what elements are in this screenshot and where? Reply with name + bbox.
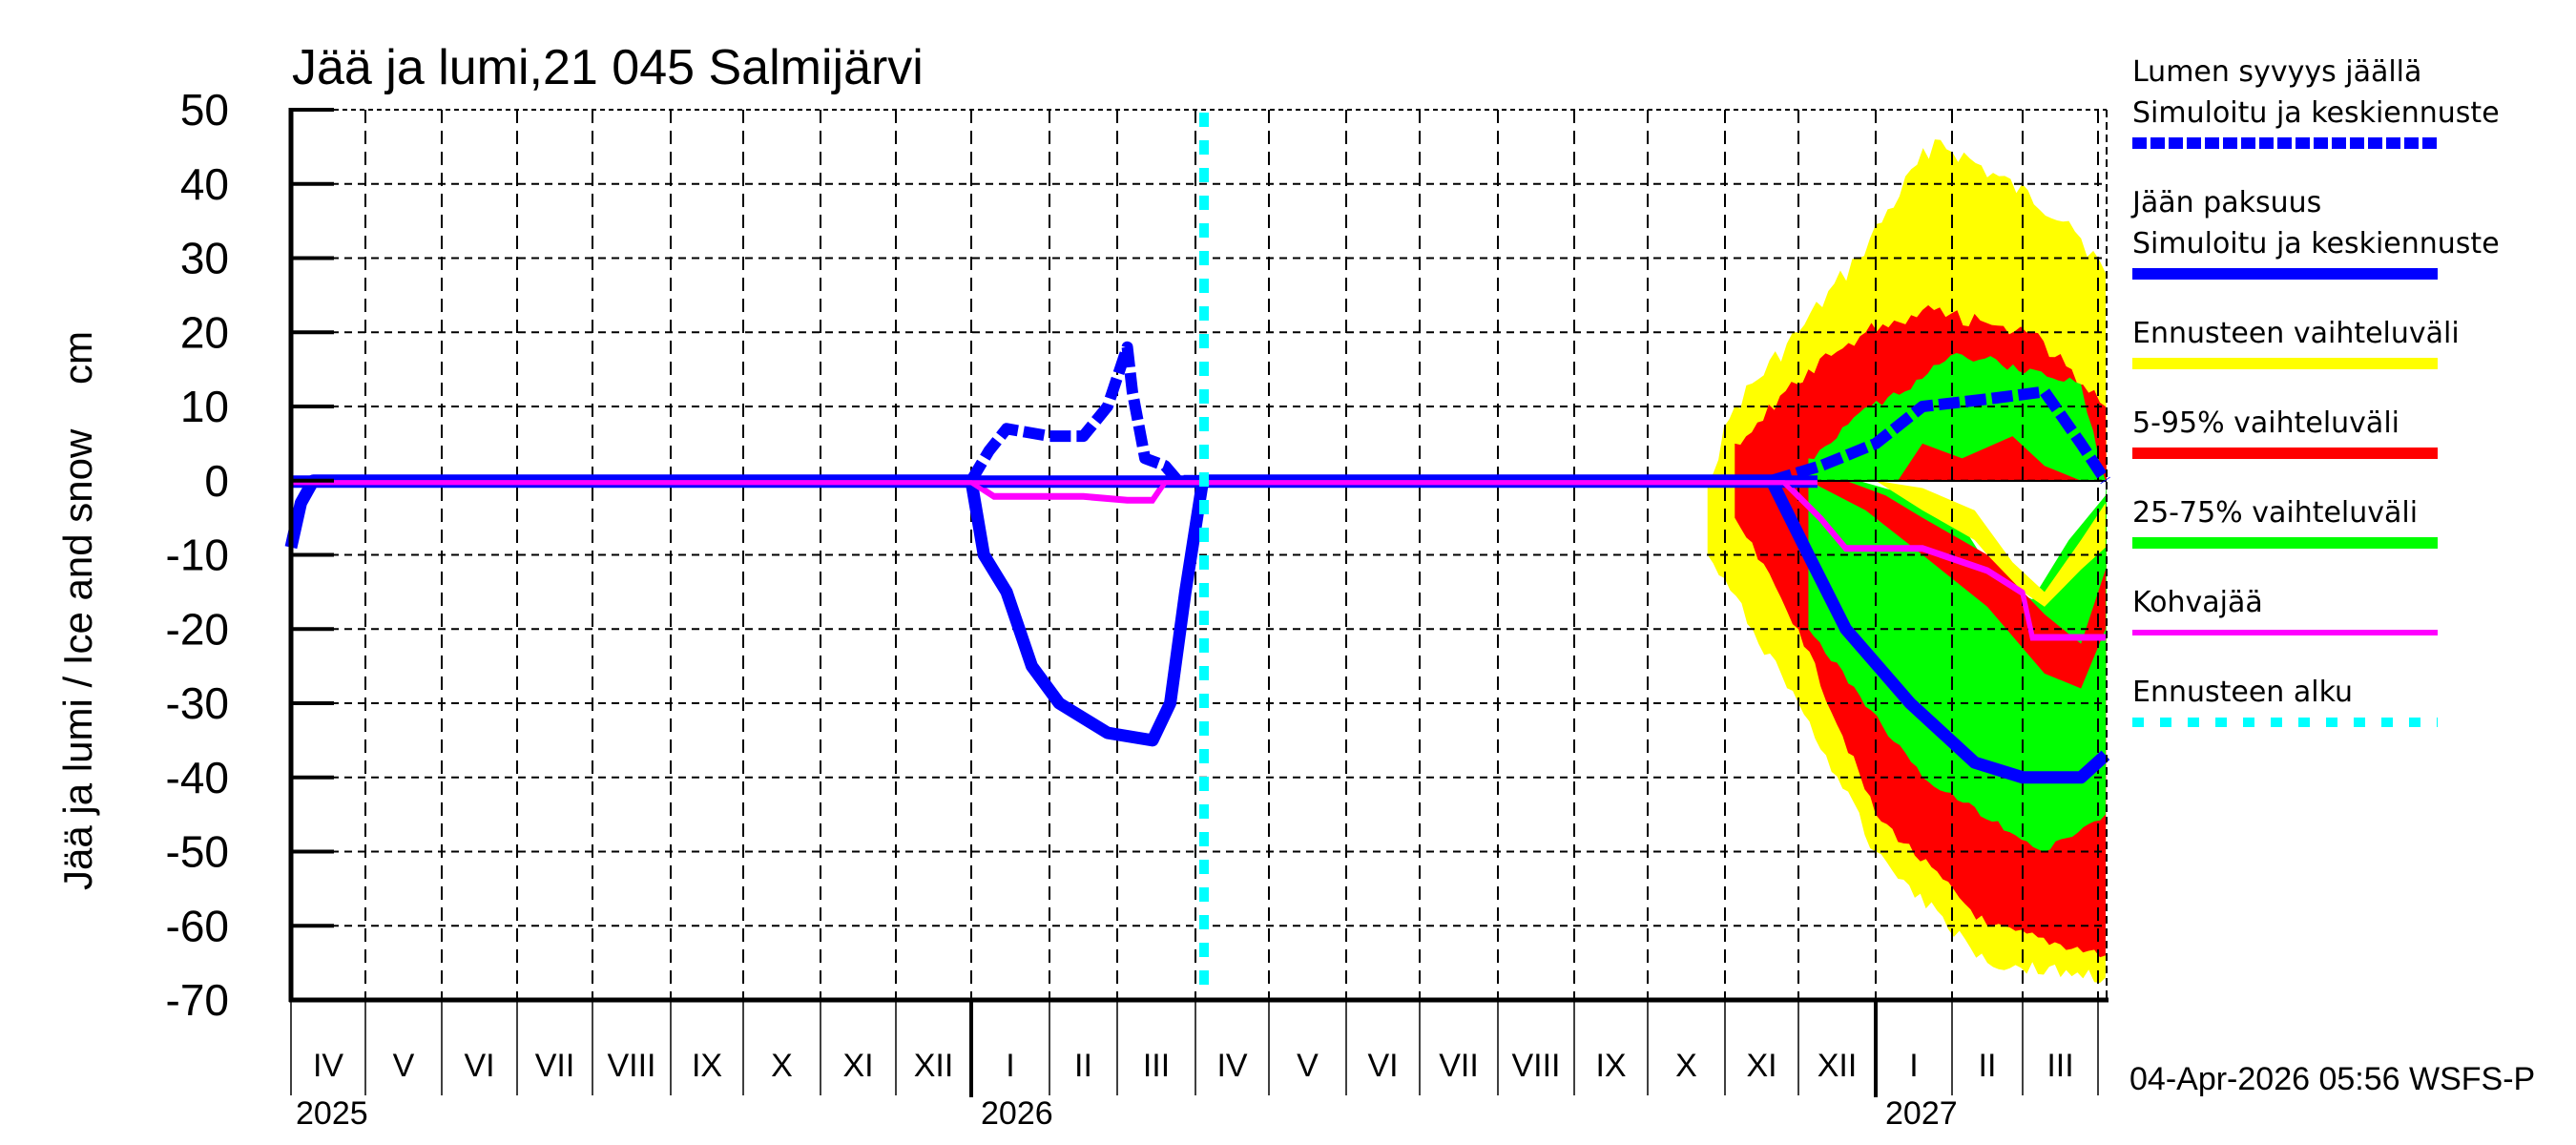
y-tick-label: -30 — [166, 678, 229, 728]
y-tick-label: -70 — [166, 975, 229, 1025]
band-yellow-inner — [1876, 480, 2106, 607]
kohvajaa-line-top — [291, 480, 2106, 641]
month-label: VII — [535, 1048, 575, 1084]
month-label: III — [1143, 1048, 1170, 1084]
legend-item: Kohvajää — [2132, 586, 2438, 635]
legend-sublabel: Simuloitu ja keskiennuste — [2132, 227, 2500, 260]
y-tick-label: 30 — [180, 234, 229, 283]
year-label: 2027 — [1885, 1095, 1958, 1132]
snow-depth-line — [966, 341, 2110, 487]
y-tick-label: -50 — [166, 827, 229, 877]
legend-label: Ennusteen alku — [2132, 676, 2353, 709]
y-tick-label: 10 — [180, 382, 229, 431]
month-label: IX — [692, 1048, 722, 1084]
month-label: II — [1074, 1048, 1092, 1084]
legend-label: 25-75% vaihteluväli — [2132, 496, 2418, 530]
month-label: VI — [1367, 1048, 1398, 1084]
data-series — [284, 341, 2110, 784]
month-label: V — [1297, 1048, 1319, 1084]
legend-item: 25-75% vaihteluväli — [2132, 496, 2438, 549]
y-axis-label: Jää ja lumi / Ice and snow cm — [55, 331, 100, 890]
legend-item: Ennusteen vaihteluväli — [2132, 317, 2460, 369]
year-label: 2026 — [981, 1095, 1053, 1132]
legend-label: Jään paksuus — [2130, 186, 2321, 219]
month-label: XI — [842, 1048, 873, 1084]
y-ticks: 50 40 30 20 10 0 -10 -20 -30 -40 -50 -60 -70 — [166, 85, 334, 1025]
y-tick-label: -10 — [166, 531, 229, 580]
legend-item: Jään paksuus Simuloitu ja keskiennuste — [2130, 186, 2500, 280]
legend-item: Lumen syvyys jäällä Simuloitu ja keskienn… — [2132, 55, 2500, 149]
month-label: III — [2046, 1048, 2073, 1084]
x-ticks: IV V VI VII VIII IX X XI XII I II III IV V VI VII VIII IX… — [290, 1000, 2099, 1132]
legend-item: 5-95% vaihteluväli — [2132, 406, 2438, 459]
month-label: IX — [1595, 1048, 1626, 1084]
month-label: V — [393, 1048, 415, 1084]
month-label: IV — [1216, 1048, 1247, 1084]
month-label: X — [771, 1048, 793, 1084]
timestamp: 04-Apr-2026 05:56 WSFS-P — [2129, 1061, 2535, 1097]
month-label: X — [1675, 1048, 1697, 1084]
legend-sublabel: Simuloitu ja keskiennuste — [2132, 96, 2500, 130]
legend-item: Ennusteen alku — [2132, 676, 2438, 727]
month-label: VI — [464, 1048, 494, 1084]
ice-thickness-line — [284, 474, 2110, 784]
legend-label: Kohvajää — [2132, 586, 2263, 619]
y-tick-label: -40 — [166, 753, 229, 802]
band-upper — [1808, 352, 2107, 481]
y-tick-label: 50 — [180, 85, 229, 135]
month-label: VIII — [1511, 1048, 1560, 1084]
y-tick-label: 20 — [180, 307, 229, 357]
month-label: I — [1006, 1048, 1014, 1084]
legend-label: Ennusteen vaihteluväli — [2132, 317, 2460, 350]
forecast-bands — [1707, 139, 2107, 984]
y-tick-label: 0 — [204, 456, 229, 506]
chart-title: Jää ja lumi,21 045 Salmijärvi — [292, 40, 924, 95]
grid-lines — [291, 109, 2107, 1000]
legend-label: 5-95% vaihteluväli — [2132, 406, 2399, 440]
month-label: XII — [914, 1048, 954, 1084]
month-label: II — [1979, 1048, 1997, 1084]
y-tick-label: -60 — [166, 901, 229, 950]
month-label: VIII — [607, 1048, 655, 1084]
y-tick-label: 40 — [180, 159, 229, 209]
month-label: VII — [1439, 1048, 1479, 1084]
legend: Lumen syvyys jäällä Simuloitu ja keskienn… — [2130, 55, 2500, 727]
band-red-inner-upper — [1898, 436, 2082, 481]
month-label: IV — [313, 1048, 343, 1084]
year-label: 2025 — [296, 1095, 368, 1132]
month-label: I — [1909, 1048, 1918, 1084]
month-label: XII — [1818, 1048, 1858, 1084]
y-tick-label: -20 — [166, 604, 229, 654]
legend-label: Lumen syvyys jäällä — [2132, 55, 2421, 89]
month-label: XI — [1746, 1048, 1776, 1084]
